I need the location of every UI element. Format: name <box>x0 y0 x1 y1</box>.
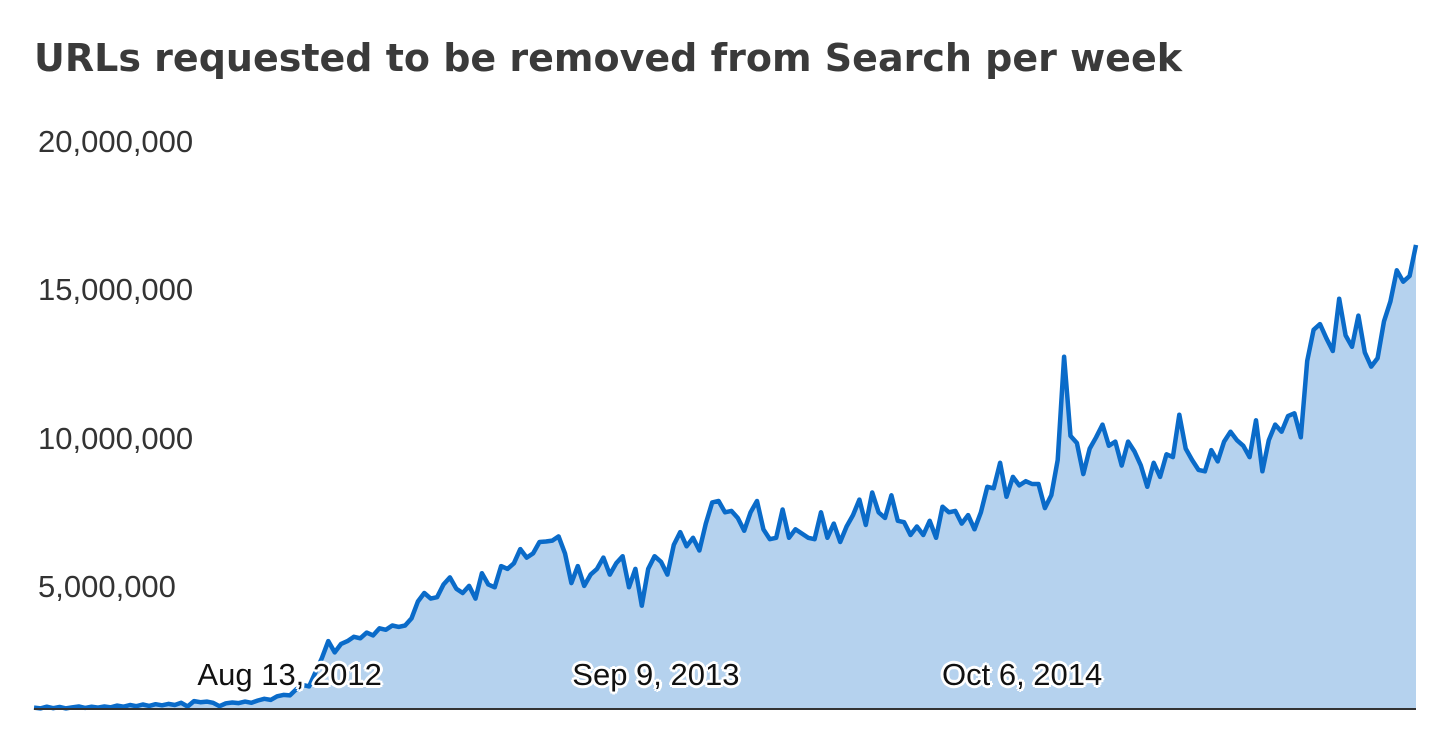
y-tick-label: 5,000,000 <box>38 569 176 604</box>
y-tick-label: 10,000,000 <box>38 421 194 456</box>
chart-title: URLs requested to be removed from Search… <box>34 36 1182 80</box>
y-tick-label: 15,000,000 <box>38 272 194 307</box>
area-fill <box>34 244 1416 709</box>
y-tick-label: 20,000,000 <box>38 124 194 159</box>
x-tick-label: Sep 9, 2013 <box>572 657 740 692</box>
x-tick-label: Aug 13, 2012 <box>197 657 382 692</box>
series-line <box>33 244 1419 711</box>
x-tick-label: Oct 6, 2014 <box>941 657 1103 692</box>
